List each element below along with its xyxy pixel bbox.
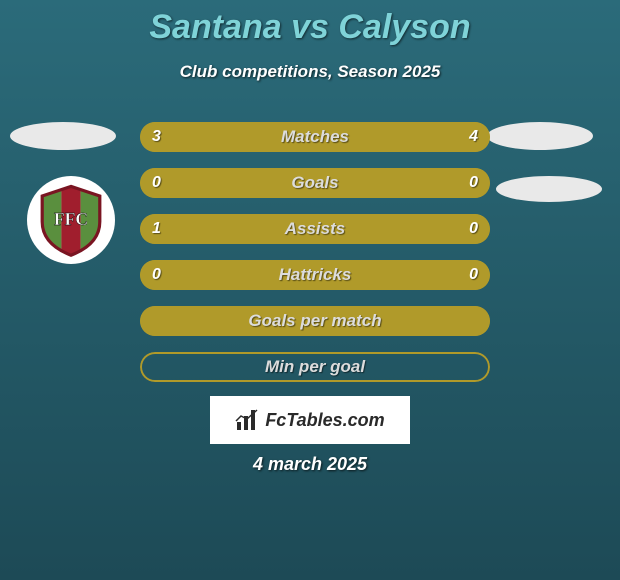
stat-row: Min per goal <box>140 352 490 382</box>
stat-row: Matches34 <box>140 122 490 152</box>
badge-ellipse <box>487 122 593 150</box>
bars-icon <box>235 408 259 432</box>
logo-text: FcTables.com <box>265 410 384 431</box>
fctables-logo: FcTables.com <box>210 396 410 444</box>
bar-left-fill <box>140 168 490 198</box>
date-line: 4 march 2025 <box>0 454 620 475</box>
bar-right-fill <box>280 122 490 152</box>
bar-right-fill <box>403 214 491 244</box>
stat-row: Goals per match <box>140 306 490 336</box>
page-title: Santana vs Calyson <box>0 8 620 47</box>
bar-label: Min per goal <box>140 357 490 377</box>
bar-left-fill <box>140 122 280 152</box>
stat-row: Assists10 <box>140 214 490 244</box>
bar-left-fill <box>140 214 403 244</box>
badge-ellipse <box>10 122 116 150</box>
badge-ellipse <box>496 176 602 202</box>
subtitle: Club competitions, Season 2025 <box>0 62 620 82</box>
svg-text:FFC: FFC <box>54 209 88 229</box>
club-badge: FFC <box>27 176 115 264</box>
canvas: Santana vs Calyson Club competitions, Se… <box>0 0 620 580</box>
bar-left-fill <box>140 260 490 290</box>
stat-row: Goals00 <box>140 168 490 198</box>
stat-row: Hattricks00 <box>140 260 490 290</box>
bar-left-fill <box>140 306 490 336</box>
